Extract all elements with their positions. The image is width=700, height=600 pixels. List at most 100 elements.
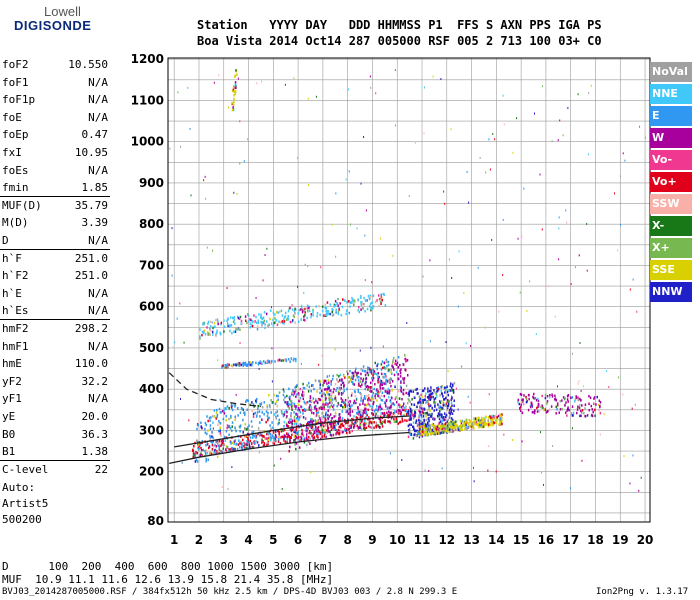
echo-point <box>422 410 424 413</box>
legend-item-vo: Vo+ <box>650 172 692 192</box>
noise-point <box>521 440 523 443</box>
echo-point <box>383 366 385 369</box>
echo-point <box>361 307 364 310</box>
echo-point <box>360 396 363 400</box>
echo-point <box>424 412 426 415</box>
noise-point <box>535 333 537 336</box>
echo-point <box>347 420 349 424</box>
echo-point <box>272 430 275 433</box>
echo-point <box>385 382 387 386</box>
echo-point <box>444 418 446 421</box>
echo-point <box>224 366 227 370</box>
noise-point <box>256 82 258 85</box>
param-row-4: foEp 0.47 <box>2 128 108 141</box>
echo-point <box>312 419 315 423</box>
echo-point <box>252 412 255 416</box>
echo-point <box>230 441 232 444</box>
echo-point <box>239 446 241 449</box>
echo-point <box>367 366 369 369</box>
echo-point <box>303 408 306 411</box>
y-tick-label: 200 <box>139 465 164 479</box>
echo-point <box>422 415 425 418</box>
echo-point <box>392 411 395 415</box>
echo-point <box>484 422 486 425</box>
echo-point <box>387 420 389 423</box>
echo-point <box>319 381 321 385</box>
param-value: 0.47 <box>81 128 109 142</box>
echo-point <box>489 417 492 421</box>
param-separator <box>0 249 110 250</box>
echo-point <box>262 435 264 438</box>
echo-point <box>583 411 585 415</box>
noise-point <box>211 321 213 324</box>
echo-point <box>261 324 263 327</box>
echo-point <box>421 398 424 402</box>
echo-point <box>383 414 385 418</box>
echo-point <box>451 404 453 407</box>
echo-point <box>239 426 241 429</box>
echo-point <box>218 445 221 449</box>
echo-point <box>413 403 415 407</box>
echo-point <box>365 299 367 302</box>
echo-point <box>360 294 362 298</box>
echo-point <box>353 421 356 425</box>
echo-point <box>397 422 400 425</box>
echo-point <box>409 407 412 411</box>
echo-point <box>233 93 235 97</box>
echo-point <box>334 396 337 400</box>
echo-point <box>347 381 350 384</box>
echo-point <box>226 424 229 427</box>
echo-point <box>412 421 415 424</box>
echo-point <box>211 447 214 451</box>
echo-point <box>316 312 319 315</box>
echo-point <box>245 319 247 323</box>
echo-point <box>240 319 243 323</box>
echo-point <box>215 440 217 443</box>
echo-point <box>495 419 498 423</box>
echo-point <box>297 392 300 395</box>
echo-point <box>269 433 272 436</box>
x-tick-label: 11 <box>414 533 431 547</box>
echo-point <box>198 442 200 446</box>
echo-point <box>415 434 418 438</box>
echo-point <box>251 401 253 404</box>
echo-point <box>350 394 353 397</box>
echo-point <box>199 328 201 331</box>
x-tick-label: 5 <box>269 533 277 547</box>
echo-point <box>440 389 443 393</box>
echo-point <box>338 417 340 421</box>
echo-point <box>339 373 342 377</box>
echo-point <box>432 430 434 433</box>
echo-point <box>356 373 358 377</box>
echo-point <box>270 427 272 430</box>
echo-point <box>267 438 270 442</box>
noise-point <box>552 445 554 448</box>
noise-point <box>239 120 241 123</box>
echo-point <box>297 433 300 437</box>
echo-point <box>312 313 314 317</box>
param-value: N/A <box>88 110 108 124</box>
echo-point <box>296 413 298 416</box>
echo-point <box>297 407 300 410</box>
echo-point <box>328 430 330 433</box>
echo-point <box>366 413 368 417</box>
echo-point <box>306 408 308 412</box>
echo-point <box>292 319 294 322</box>
echo-point <box>384 372 387 376</box>
echo-point <box>242 418 244 422</box>
noise-point <box>284 83 286 86</box>
noise-point <box>572 352 574 355</box>
echo-point <box>255 436 257 439</box>
echo-point <box>206 331 209 334</box>
echo-point <box>413 396 415 399</box>
param-value: 36.3 <box>81 427 109 441</box>
echo-point <box>383 361 386 364</box>
noise-point <box>264 254 266 257</box>
echo-point <box>286 435 289 439</box>
echo-point <box>533 411 536 415</box>
echo-point <box>234 86 237 90</box>
echo-point <box>309 422 311 425</box>
echo-point <box>541 394 543 398</box>
echo-point <box>480 423 482 427</box>
x-tick-label: 14 <box>488 533 505 547</box>
